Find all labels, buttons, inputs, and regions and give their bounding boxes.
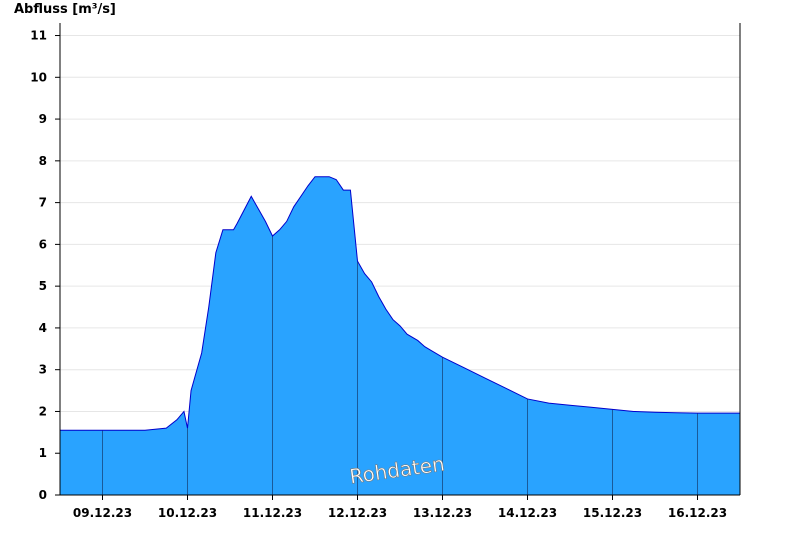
x-tick-label: 14.12.23	[498, 506, 557, 520]
x-tick-label: 15.12.23	[583, 506, 642, 520]
y-tick-label: 6	[39, 237, 47, 251]
y-tick-label: 8	[39, 154, 47, 168]
y-tick-label: 7	[39, 196, 47, 210]
y-tick-label: 9	[39, 112, 47, 126]
y-tick-labels: 0 1 2 3 4 5 6 7 8 9 10 11	[30, 29, 60, 502]
y-tick-label: 10	[30, 70, 47, 84]
y-axis-title: Abfluss [m³/s]	[14, 2, 116, 17]
y-tick-label: 1	[39, 446, 47, 460]
y-tick-label: 0	[39, 488, 47, 502]
x-tick-label: 09.12.23	[73, 506, 132, 520]
day-separators	[102, 236, 698, 495]
discharge-line	[60, 176, 740, 431]
x-tick-label: 16.12.23	[668, 506, 727, 520]
y-tick-label: 5	[39, 279, 47, 293]
y-tick-label: 11	[30, 29, 47, 43]
axes	[59, 23, 741, 496]
y-tick-label: 4	[39, 321, 47, 335]
grid-layer	[60, 35, 740, 454]
x-tick-label: 13.12.23	[413, 506, 472, 520]
y-tick-label: 2	[39, 404, 47, 418]
y-tick-label: 3	[39, 363, 47, 377]
x-tick-labels: 09.12.23 10.12.23 11.12.23 12.12.23 13.12.23…	[73, 495, 727, 520]
x-tick-label: 12.12.23	[328, 506, 387, 520]
x-tick-label: 10.12.23	[158, 506, 217, 520]
discharge-area	[60, 176, 740, 496]
x-tick-label: 11.12.23	[243, 506, 302, 520]
